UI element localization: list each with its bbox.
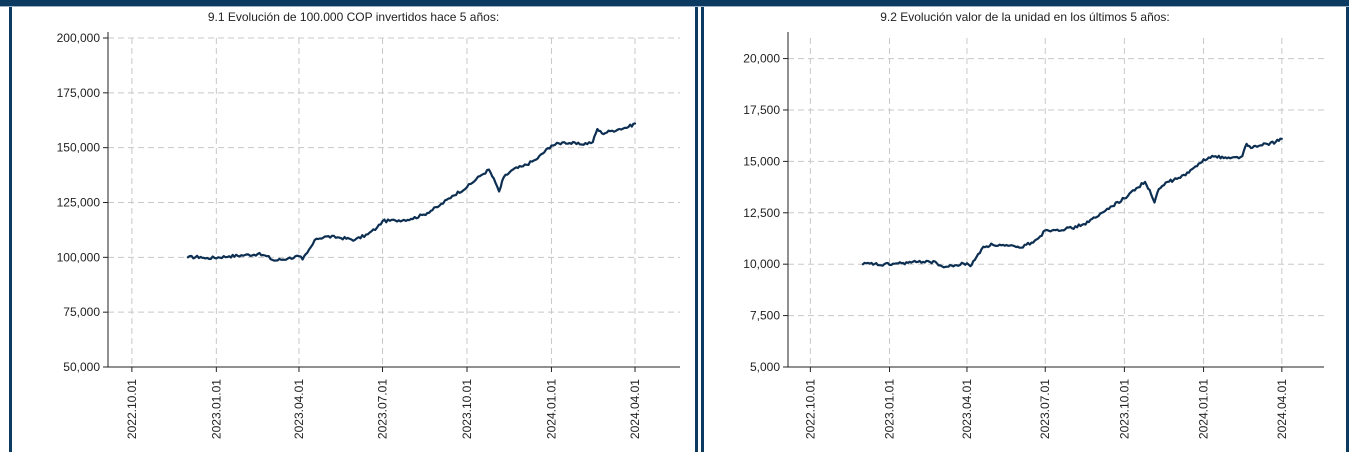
y-tick-label: 20,000 [743, 52, 780, 66]
x-tick-label: 2023.07.01 [376, 379, 390, 439]
y-tick-label: 12,500 [743, 206, 780, 220]
y-tick-label: 7,500 [750, 309, 780, 323]
chart-panel-unit-value: 9.2 Evolución valor de la unidad en los … [701, 7, 1349, 452]
y-tick-label: 125,000 [57, 196, 101, 210]
y-tick-label: 100,000 [57, 250, 101, 264]
chart-investment: 50,000 75,000 100,000 125,000 150,000 175,000… [57, 31, 680, 439]
chart-unit-value: 5,000 7,500 10,000 12,500 15,000 17,500 20,000… [743, 32, 1324, 439]
x-tick-label: 2022.10.01 [803, 379, 817, 439]
series-line [861, 137, 1283, 269]
y-tick-label: 50,000 [63, 360, 100, 374]
y-tick-label: 5,000 [750, 360, 780, 374]
chart-title: 9.1 Evolución de 100.000 COP invertidos … [207, 10, 500, 24]
top-accent-line [0, 6, 1349, 7]
x-tick-label: 2023.10.01 [1117, 379, 1131, 439]
x-tick-label: 2023.04.01 [292, 379, 306, 439]
x-tick-label: 2024.04.01 [1275, 379, 1289, 439]
x-tick-label: 2024.01.01 [544, 379, 558, 439]
x-tick-label: 2022.10.01 [125, 379, 139, 439]
x-tick-label: 2023.10.01 [460, 379, 474, 439]
x-tick-label: 2024.01.01 [1197, 379, 1211, 439]
x-tick-label: 2024.04.01 [628, 379, 642, 439]
chart-panel-investment: 9.1 Evolución de 100.000 COP invertidos … [9, 7, 698, 452]
y-tick-label: 150,000 [57, 141, 101, 155]
chart-title: 9.2 Evolución valor de la unidad en los … [880, 10, 1170, 24]
y-tick-label: 175,000 [57, 86, 101, 100]
y-tick-label: 17,500 [743, 103, 780, 117]
y-tick-label: 200,000 [57, 31, 101, 45]
x-tick-label: 2023.01.01 [883, 379, 897, 439]
y-tick-label: 75,000 [63, 305, 100, 319]
x-tick-label: 2023.01.01 [209, 379, 223, 439]
y-tick-label: 10,000 [743, 257, 780, 271]
top-accent-bar [0, 0, 1349, 6]
y-tick-label: 15,000 [743, 154, 780, 168]
x-tick-label: 2023.07.01 [1038, 379, 1052, 439]
series-line [186, 122, 637, 262]
x-tick-label: 2023.04.01 [960, 379, 974, 439]
